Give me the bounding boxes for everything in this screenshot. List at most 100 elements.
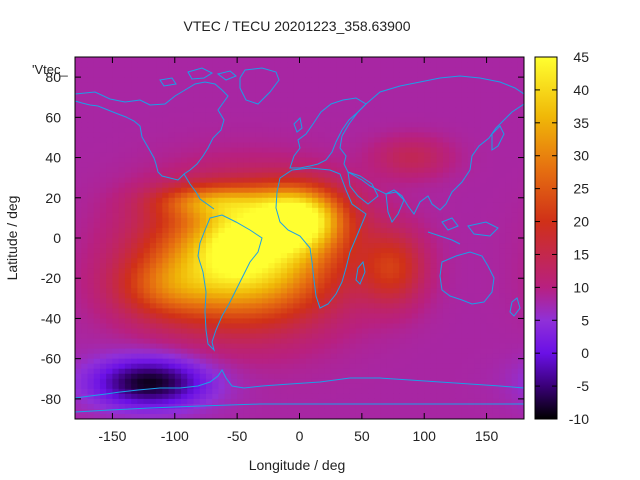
heatmap-cell [374,383,382,390]
heatmap-cell [361,258,369,264]
heatmap-cell [405,147,413,154]
heatmap-cell [336,197,344,204]
heatmap-cell [299,77,307,83]
heatmap-cell [106,263,114,269]
heatmap-cell [149,77,157,83]
heatmap-cell [87,353,95,360]
heatmap-cell [81,368,89,375]
heatmap-cell [205,353,213,360]
heatmap-cell [293,67,301,73]
heatmap-cell [218,288,226,294]
heatmap-cell [162,182,170,189]
heatmap-cell [181,263,188,269]
heatmap-cell [118,258,126,264]
heatmap-cell [218,82,226,88]
heatmap-cell [343,92,350,98]
heatmap-cell [199,207,207,214]
heatmap-cell [162,232,170,239]
heatmap-cell [305,343,313,350]
heatmap-cell [368,268,375,274]
heatmap-cell [480,398,488,405]
heatmap-cell [99,263,107,269]
heatmap-cell [131,177,138,184]
heatmap-cell [75,288,82,294]
heatmap-cell [318,62,326,68]
heatmap-cell [249,112,257,118]
heatmap-cell [156,117,163,123]
heatmap-cell [299,258,307,264]
heatmap-cell [193,288,201,294]
heatmap-cell [287,127,294,134]
heatmap-cell [237,328,244,335]
heatmap-cell [417,358,425,365]
heatmap-cell [224,107,232,113]
heatmap-cell [149,278,157,284]
heatmap-cell [230,97,238,103]
heatmap-cell [393,368,400,375]
heatmap-cell [243,92,251,98]
heatmap-cell [87,62,95,68]
heatmap-cell [187,253,195,259]
heatmap-cell [106,358,114,365]
heatmap-cell [205,67,213,73]
heatmap-cell [230,187,238,194]
heatmap-cell [249,127,257,134]
heatmap-cell [124,243,132,249]
heatmap-cell [355,358,363,365]
heatmap-cell [517,258,524,264]
heatmap-cell [436,383,444,390]
heatmap-cell [181,238,188,244]
heatmap-cell [467,212,475,219]
heatmap-cell [137,222,145,229]
heatmap-cell [87,162,95,169]
heatmap-cell [517,97,524,103]
heatmap-cell [237,378,244,385]
heatmap-cell [230,368,238,375]
heatmap-cell [174,243,182,249]
heatmap-cell [143,303,151,309]
heatmap-cell [124,117,132,123]
heatmap-cell [212,323,220,330]
heatmap-cell [106,283,114,289]
heatmap-cell [486,303,494,309]
heatmap-cell [505,353,513,360]
heatmap-cell [287,383,294,390]
heatmap-cell [442,258,450,264]
heatmap-cell [199,177,207,184]
heatmap-cell [318,157,326,164]
heatmap-cell [293,177,301,184]
heatmap-cell [193,167,201,174]
heatmap-cell [99,323,107,330]
heatmap-cell [486,273,494,279]
heatmap-cell [243,177,251,184]
heatmap-cell [187,283,195,289]
heatmap-cell [293,162,301,169]
heatmap-cell [81,338,89,345]
heatmap-cell [311,177,319,184]
heatmap-cell [324,227,332,234]
heatmap-cell [174,268,182,274]
heatmap-cell [287,132,294,139]
heatmap-cell [399,232,407,239]
heatmap-cell [386,167,394,174]
heatmap-cell [305,368,313,375]
heatmap-cell [380,217,388,224]
heatmap-cell [81,258,89,264]
heatmap-cell [193,207,201,214]
heatmap-cell [449,107,457,113]
heatmap-cell [162,212,170,219]
heatmap-cell [106,162,114,169]
heatmap-cell [99,117,107,123]
heatmap-cell [106,127,114,134]
heatmap-cell [249,227,257,234]
heatmap-cell [293,253,301,259]
heatmap-cell [461,112,469,118]
heatmap-cell [311,333,319,340]
heatmap-cell [374,67,382,73]
heatmap-cell [305,197,313,204]
heatmap-cell [274,102,282,108]
heatmap-cell [517,102,524,108]
heatmap-cell [131,162,138,169]
heatmap-cell [380,147,388,154]
heatmap-cell [149,303,157,309]
